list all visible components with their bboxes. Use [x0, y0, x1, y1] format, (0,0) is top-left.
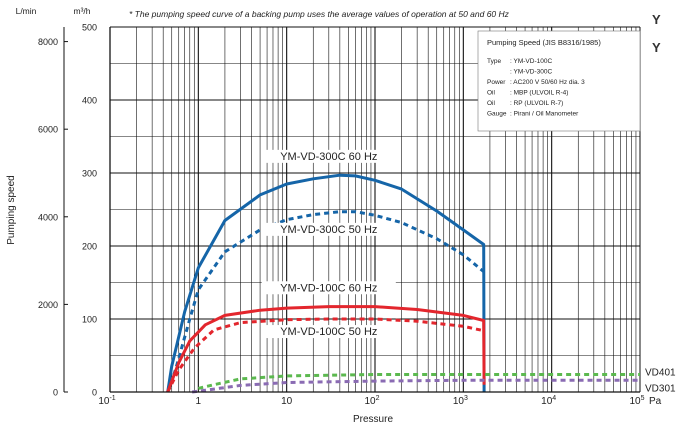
series-line: [166, 173, 486, 393]
curve-label: YM-VD-300C 60 Hz: [280, 151, 377, 163]
legend-key: Oil: [487, 90, 496, 97]
curve-label-bg: [261, 325, 396, 339]
x-tick-sup: 4: [552, 395, 556, 402]
legend-title: Pumping Speed (JIS B8316/1985): [487, 38, 601, 47]
legend-key: Power: [487, 79, 506, 86]
x-tick-label: 102: [364, 395, 379, 407]
x-unit-label: Pa: [649, 396, 662, 407]
x-tick-label: 103: [453, 395, 468, 407]
legend-key: Oil: [487, 100, 496, 107]
y-tick-label-m3h: 200: [82, 242, 97, 252]
x-tick-sup: 2: [376, 395, 380, 402]
y-tick-label-m3h: 100: [82, 315, 97, 325]
legend: Pumping Speed (JIS B8316/1985) Type : YM-V…: [477, 30, 641, 132]
curve-label: YM-VD-300C 50 Hz: [280, 224, 377, 236]
y-tick-label-m3h: 400: [82, 96, 97, 106]
x-tick-sup: 3: [464, 395, 468, 402]
y-tick-label-m3h: 500: [82, 23, 97, 33]
x-tick-label: 105: [629, 395, 644, 407]
legend-value: : YM-VD-300C: [510, 69, 552, 76]
legend-key: Type: [487, 58, 501, 65]
series-label-vd301: VD301: [645, 383, 676, 394]
curve-label: YM-VD-100C 60 Hz: [280, 282, 377, 294]
curve-label-bg: [261, 222, 396, 236]
legend-value: : AC200 V 50/60 Hz dia. 3: [510, 79, 585, 86]
y-tick-label-lmin: 2000: [38, 300, 58, 310]
x-tick-label: 1: [196, 396, 202, 407]
y-unit-left: L/min: [16, 6, 37, 16]
series-line: [166, 317, 485, 393]
y-tick-label-lmin: 8000: [38, 37, 58, 47]
side-letter-2: Y: [652, 40, 661, 55]
series-line: [166, 305, 486, 393]
x-tick-label: 10-1: [98, 395, 115, 407]
x-tick-sup: 5: [641, 395, 645, 402]
curve-label-bg: [261, 149, 396, 163]
legend-value: : Pirani / Oil Manometer: [510, 111, 579, 118]
y-tick-label-m3h: 300: [82, 169, 97, 179]
curve-label: YM-VD-100C 50 Hz: [280, 326, 377, 338]
series-line: [191, 378, 640, 394]
legend-key: Gauge: [487, 111, 507, 118]
legend-value: : MBP (ULVOIL R-4): [510, 90, 568, 97]
y-tick-label-lmin: 4000: [38, 212, 58, 222]
x-tick-sup: -1: [109, 395, 115, 402]
y-tick-label-lmin: 6000: [38, 125, 58, 135]
x-tick-label: 104: [541, 395, 556, 407]
y-unit-right: m³/h: [74, 6, 91, 16]
y-tick-label-m3h: 0: [92, 388, 97, 398]
x-axis-label: Pressure: [353, 414, 393, 425]
x-tick-label: 10: [281, 396, 293, 407]
curve-label-bg: [261, 281, 396, 295]
side-letter-1: Y: [652, 12, 661, 27]
chart-note: * The pumping speed curve of a backing p…: [129, 9, 510, 19]
y-tick-label-lmin: 0: [53, 388, 58, 398]
legend-value: : RP (ULVOIL R-7): [510, 100, 563, 107]
y-axis-label: Pumping speed: [6, 175, 17, 245]
legend-value: : YM-VD-100C: [510, 58, 552, 65]
legend-box: [477, 30, 641, 132]
curves: [166, 173, 640, 394]
series-label-vd401: VD401: [645, 367, 676, 378]
axes: [63, 27, 640, 393]
